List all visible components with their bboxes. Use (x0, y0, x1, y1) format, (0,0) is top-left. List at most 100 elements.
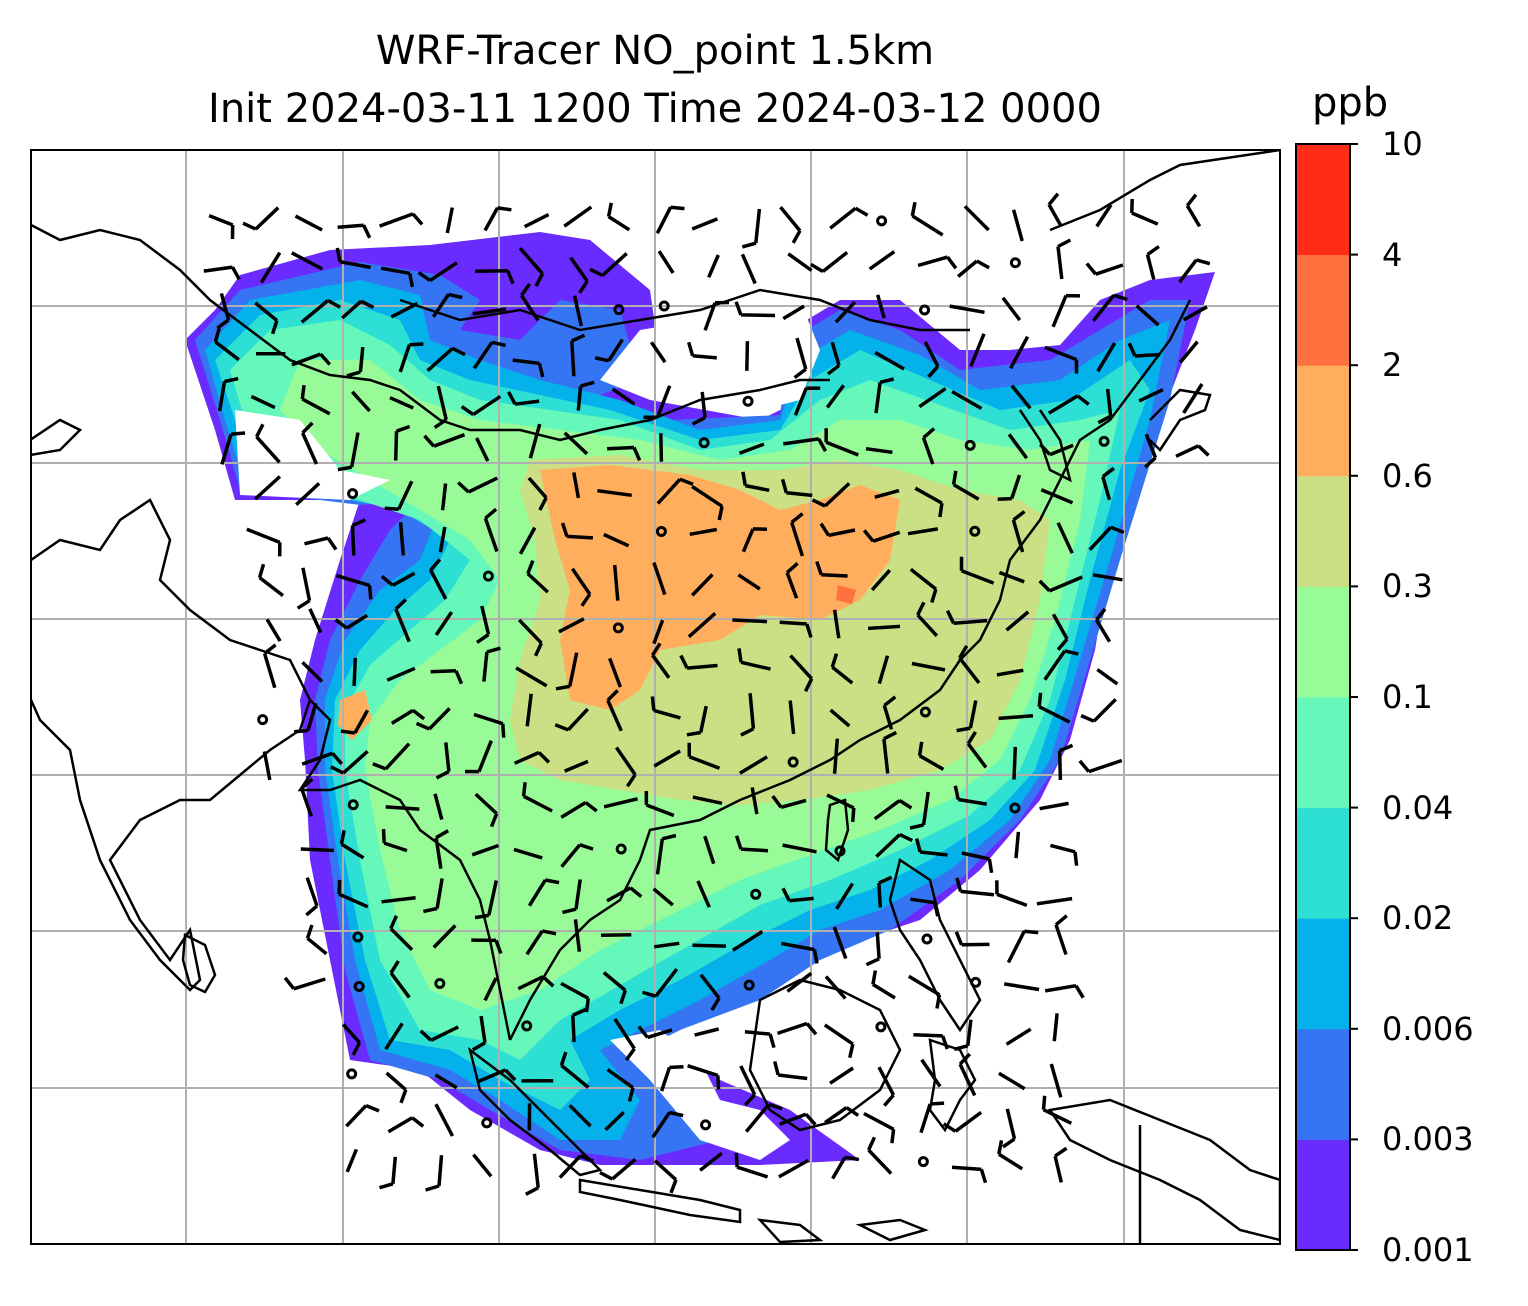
calm-marker (834, 845, 846, 857)
wind-barb (951, 390, 983, 411)
wind-barb (524, 1153, 540, 1196)
wind-barb (782, 843, 817, 854)
wind-barb (637, 1025, 673, 1040)
wind-barb (687, 611, 717, 639)
colorbar-tick-label: 0.6 (1382, 456, 1433, 495)
wind-barb (699, 1151, 723, 1172)
wind-barb (380, 571, 416, 587)
colorbar-tick-label: 10 (1382, 125, 1423, 163)
wind-barb (690, 573, 714, 597)
wind-barb (301, 421, 319, 465)
wind-barb (433, 793, 444, 820)
wind-barb (1044, 345, 1079, 374)
coastline-korea (1018, 409, 1072, 483)
wind-barb (653, 749, 681, 768)
wind-barb (1051, 613, 1069, 651)
wind-barb (877, 1066, 896, 1107)
wind-barb (734, 835, 769, 853)
wind-barb (921, 427, 936, 465)
wind-barb (652, 887, 674, 907)
map-title-line1: WRF-Tracer NO_point 1.5km (375, 28, 935, 74)
wind-barb (398, 342, 424, 373)
wind-barb (431, 292, 463, 318)
wind-barb (432, 924, 457, 949)
wind-barb (793, 386, 821, 416)
wind-barb (1175, 444, 1210, 458)
wind-barb (430, 669, 464, 685)
wind-barb (1096, 342, 1117, 373)
wind-barb (910, 201, 944, 237)
wind-barb (745, 341, 750, 371)
wind-barb (707, 254, 720, 278)
wind-barb (783, 437, 828, 452)
calm-marker (919, 706, 931, 718)
colorbar-tick-label: 0.003 (1382, 1120, 1474, 1159)
wind-barb (608, 657, 623, 688)
wind-barb (385, 1071, 408, 1104)
calm-marker (347, 799, 359, 811)
wind-barb (523, 213, 550, 229)
wind-barb (778, 1158, 810, 1179)
wind-barb (429, 558, 448, 600)
wind-barb (1056, 522, 1074, 554)
wind-barb (517, 618, 543, 657)
wind-barb (337, 880, 369, 909)
wind-barb (483, 507, 499, 553)
wind-barb (687, 1064, 721, 1090)
wind-barb (390, 708, 426, 725)
wind-barb (1092, 573, 1123, 582)
wind-barb (958, 1052, 977, 1097)
wind-barb (471, 1015, 487, 1052)
wind-barb (555, 652, 579, 691)
wind-barb (1010, 384, 1032, 410)
wind-barb (379, 1156, 398, 1190)
wind-barb (781, 941, 819, 964)
wind-barb (738, 755, 769, 775)
wind-barb (655, 205, 685, 235)
colorbar-tick-label: 0.02 (1382, 899, 1454, 938)
wind-barb (506, 391, 540, 406)
wind-barb (291, 352, 332, 367)
wind-barb (445, 207, 455, 234)
wind-barb (265, 618, 282, 642)
wind-barb (1135, 304, 1160, 327)
wind-barb (457, 476, 499, 494)
wind-barb (301, 751, 344, 766)
calm-marker (698, 437, 710, 449)
colorbar-segment (1296, 144, 1350, 256)
wind-barb (433, 385, 448, 430)
wind-barb (998, 714, 1034, 721)
wind-barb (341, 1023, 362, 1056)
calm-marker (1009, 802, 1021, 814)
colorbar (1295, 143, 1358, 1251)
wind-barb (512, 358, 545, 378)
wind-barb (460, 394, 502, 417)
calm-marker (969, 525, 981, 537)
wind-barb (208, 213, 235, 240)
coastline-java (578, 1178, 742, 1224)
wind-barb (744, 1030, 776, 1049)
wind-barb (527, 476, 548, 511)
wind-barb (525, 693, 533, 727)
wind-barb (599, 1157, 637, 1181)
colorbar-segment (1296, 1139, 1350, 1251)
wind-barb (997, 474, 1022, 502)
wind-barb (425, 1155, 444, 1192)
wind-barb (865, 932, 881, 967)
wind-barb (738, 442, 765, 455)
wind-barb (345, 1148, 359, 1173)
wind-barb (692, 795, 723, 806)
wind-barb (689, 527, 718, 537)
wind-barb (703, 835, 716, 865)
wind-barb (573, 919, 582, 952)
wind-barb (865, 446, 893, 455)
wind-barb (525, 929, 557, 956)
wind-barb (651, 1110, 684, 1139)
wind-barb (471, 843, 500, 857)
wind-barb (335, 573, 373, 600)
wind-barb (909, 567, 938, 604)
coastline-sumatra (467, 1046, 603, 1177)
wind-barb (825, 384, 846, 409)
wind-barb (216, 292, 231, 330)
wind-barb (811, 482, 851, 508)
